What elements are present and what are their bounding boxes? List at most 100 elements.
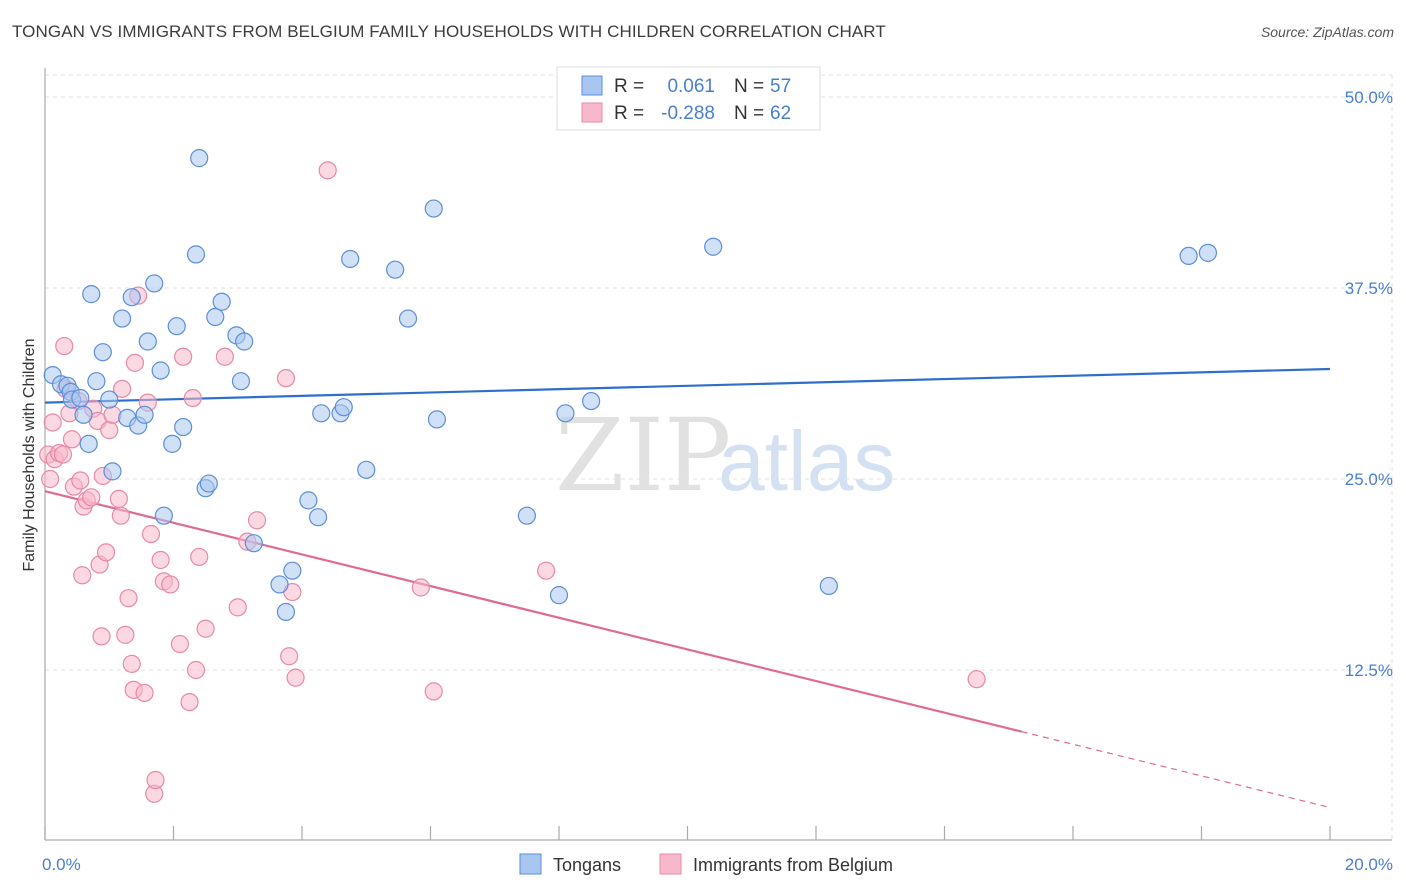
tongan-point	[427, 410, 447, 429]
tongan-point	[308, 508, 328, 527]
tongan-point	[135, 405, 154, 424]
tongan-point	[517, 506, 536, 525]
trend-line-extension	[1021, 731, 1331, 809]
legend-swatch-belgium	[581, 102, 603, 123]
belgium-point	[280, 647, 299, 666]
belgium-point	[125, 353, 145, 372]
y-tick-label: 50.0%	[1345, 88, 1393, 107]
belgium-point	[228, 598, 247, 617]
tongan-point	[312, 404, 331, 423]
tongan-point	[163, 434, 182, 453]
tongan-point	[276, 602, 296, 622]
tongan-point	[556, 404, 575, 423]
belgium-point	[286, 668, 305, 687]
belgium-point	[111, 506, 130, 525]
trend-line	[44, 490, 1022, 733]
tongan-point	[79, 434, 98, 453]
chart-title: TONGAN VS IMMIGRANTS FROM BELGIUM FAMILY…	[12, 22, 886, 41]
tongan-point	[151, 361, 170, 380]
tongan-point	[122, 288, 141, 307]
tongan-point	[93, 343, 112, 362]
belgium-point	[135, 683, 154, 703]
belgium-point	[141, 524, 161, 544]
tongan-point	[112, 309, 132, 328]
tongan-point	[341, 249, 360, 269]
belgium-point	[537, 561, 556, 580]
belgium-point	[411, 578, 430, 597]
legend-n-label: N =	[734, 76, 764, 97]
tongan-point	[1198, 243, 1218, 262]
tongan-point	[167, 317, 186, 336]
x-tick-label: 0.0%	[42, 855, 81, 874]
y-tick-label: 25.0%	[1345, 470, 1393, 489]
tongan-point	[704, 237, 723, 256]
tongan-point	[231, 372, 251, 391]
bottom-legend-swatch-belgium	[659, 853, 682, 875]
tongan-point	[270, 575, 289, 594]
tongan-point	[819, 576, 838, 596]
belgium-point	[71, 471, 90, 490]
tick-labels: 12.5% 25.0% 37.5% 50.0% 0.0% 20.0%	[42, 88, 1393, 874]
bottom-legend-label-tongans: Tongans	[553, 855, 621, 875]
belgium-point	[424, 682, 443, 701]
tongan-point	[186, 245, 206, 264]
belgium-point	[151, 550, 170, 570]
legend-r-label: R =	[614, 103, 644, 124]
legend-r-label: R =	[614, 76, 644, 97]
legend-r-value: 0.061	[667, 76, 715, 97]
tongan-point	[206, 307, 225, 327]
belgium-point	[109, 489, 128, 508]
watermark-zip: ZIP	[555, 397, 731, 514]
legend-n-value: 62	[770, 103, 791, 124]
data-points	[39, 149, 1218, 803]
x-tick-label: 20.0%	[1345, 855, 1393, 874]
belgium-point	[119, 589, 138, 608]
tongan-point	[357, 460, 376, 479]
belgium-point	[112, 379, 132, 398]
belgium-point	[100, 421, 119, 440]
tongan-point	[244, 534, 263, 553]
tongan-point	[174, 417, 193, 437]
belgium-point	[174, 347, 193, 366]
tongan-point	[283, 561, 302, 580]
belgium-point	[53, 445, 73, 464]
tongan-point	[424, 199, 443, 218]
tongan-point	[334, 398, 353, 417]
tongan-point	[235, 332, 254, 351]
belgium-point	[318, 161, 337, 180]
tongan-point	[154, 506, 173, 525]
legend-n-value: 57	[770, 76, 791, 97]
tongan-point	[100, 390, 119, 409]
belgium-point	[55, 336, 74, 356]
y-tick-label: 12.5%	[1345, 661, 1393, 680]
tongan-point	[299, 491, 318, 510]
belgium-point	[183, 388, 202, 408]
watermark-atlas: atlas	[718, 414, 895, 508]
tongan-point	[87, 372, 106, 391]
tongan-point	[103, 462, 122, 481]
belgium-point	[247, 511, 267, 530]
tongan-point	[212, 292, 231, 311]
belgium-point	[73, 566, 92, 585]
belgium-point	[276, 369, 296, 388]
bottom-legend-label-belgium: Immigrants from Belgium	[693, 855, 893, 875]
belgium-point	[190, 547, 209, 567]
belgium-point	[170, 634, 190, 654]
tongan-point	[138, 332, 157, 351]
belgium-point	[161, 575, 180, 594]
belgium-point	[82, 488, 101, 507]
bottom-legend-swatch-tongans	[519, 853, 542, 875]
tongan-point	[190, 149, 209, 168]
legend-swatch-tongans	[581, 75, 603, 96]
tongan-point	[549, 586, 569, 605]
belgium-point	[196, 619, 215, 638]
belgium-point	[116, 625, 135, 644]
belgium-point	[62, 430, 82, 449]
belgium-point	[180, 692, 199, 712]
belgium-point	[103, 405, 122, 424]
source-label: Source: ZipAtlas.com	[1260, 24, 1394, 40]
belgium-point	[92, 627, 111, 646]
belgium-point	[43, 413, 62, 432]
stats-legend: R = 0.061 N = 57 R = -0.288 N = 62	[556, 66, 821, 131]
